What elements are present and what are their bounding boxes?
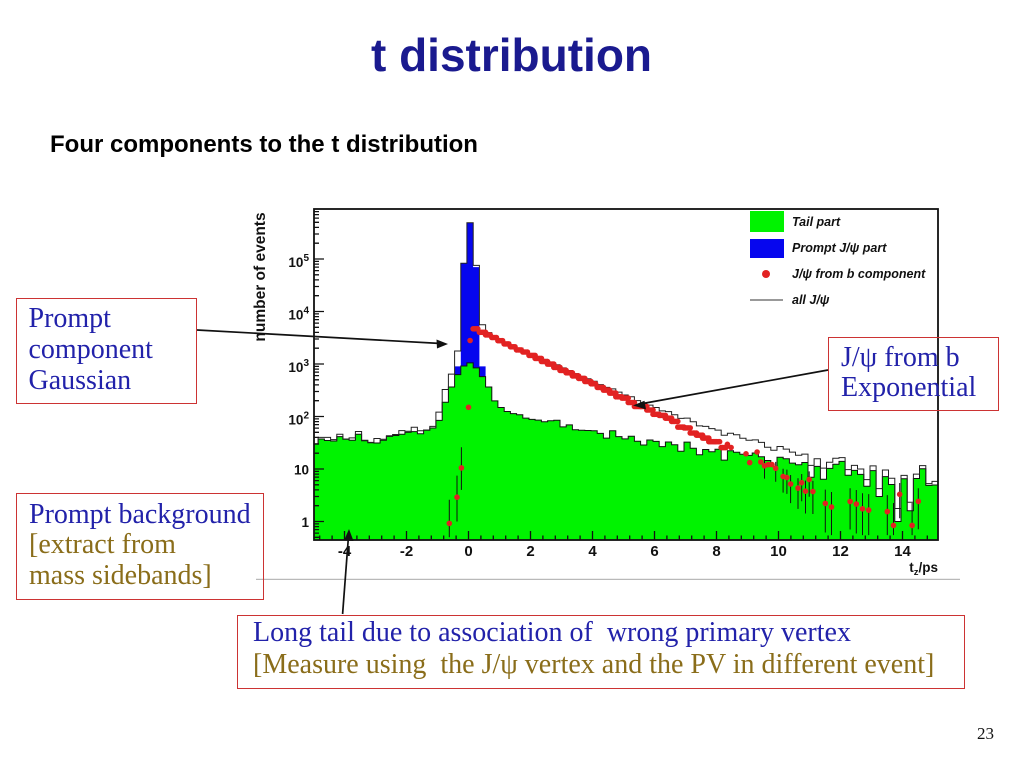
svg-text:Tail part: Tail part (792, 215, 841, 229)
svg-text:0: 0 (464, 543, 472, 560)
svg-text:14: 14 (894, 543, 911, 560)
svg-text:4: 4 (588, 543, 597, 560)
svg-text:J/ψ from b component: J/ψ from b component (792, 267, 926, 281)
svg-text:10: 10 (770, 543, 787, 560)
svg-text:Prompt J/ψ part: Prompt J/ψ part (792, 241, 887, 255)
svg-text:number of events: number of events (252, 212, 269, 341)
svg-text:all J/ψ: all J/ψ (792, 293, 830, 307)
svg-text:8: 8 (712, 543, 720, 560)
svg-text:-4: -4 (338, 543, 352, 560)
svg-text:6: 6 (650, 543, 658, 560)
svg-text:2: 2 (526, 543, 534, 560)
svg-text:1: 1 (301, 515, 309, 530)
svg-text:10: 10 (294, 463, 309, 478)
svg-text:-2: -2 (400, 543, 413, 560)
svg-text:12: 12 (832, 543, 849, 560)
